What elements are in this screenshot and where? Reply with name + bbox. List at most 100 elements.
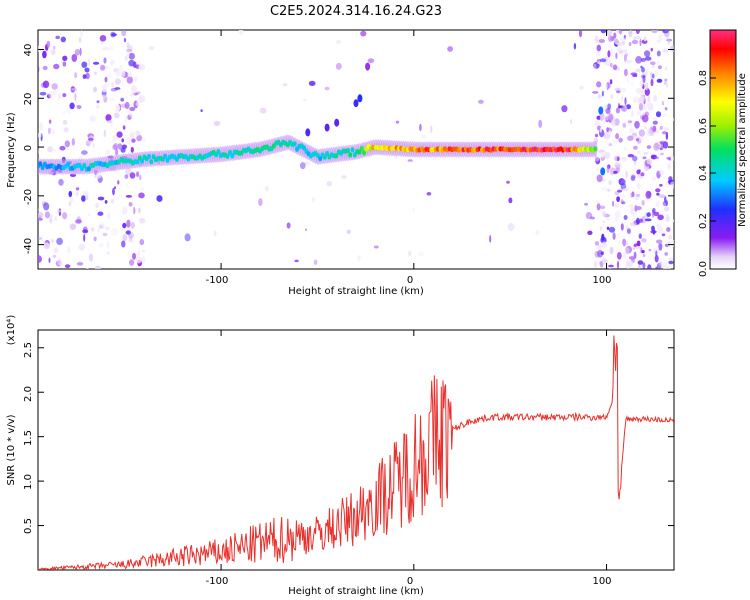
- noise-blob: [665, 181, 669, 188]
- noise-blob: [39, 122, 43, 131]
- snr-panel: -100 0 100 Height of straight line (km) …: [6, 315, 675, 597]
- noise-blob: [47, 146, 53, 153]
- noise-blob: [38, 206, 41, 213]
- noise-blob: [627, 154, 634, 158]
- noise-blob: [135, 130, 140, 137]
- noise-blob: [52, 45, 56, 50]
- noise-blob: [132, 252, 136, 260]
- noise-blob: [656, 153, 661, 158]
- noise-blob: [82, 229, 89, 234]
- noise-blob: [102, 46, 109, 51]
- noise-blob: [630, 192, 633, 198]
- noise-blob: [602, 220, 605, 224]
- noise-blob: [663, 127, 669, 132]
- noise-blob: [594, 35, 599, 44]
- noise-blob: [81, 150, 88, 155]
- noise-blob: [651, 254, 656, 259]
- noise-blob: [641, 200, 645, 206]
- noise-blob: [52, 89, 57, 95]
- noise-blob: [120, 97, 125, 102]
- noise-blob: [596, 81, 602, 88]
- noise-blob: [636, 150, 641, 155]
- noise-blob: [655, 188, 661, 193]
- noise-blob: [130, 221, 135, 229]
- noise-blob: [48, 91, 54, 99]
- noise-blob: [38, 65, 40, 73]
- noise-blob: [84, 67, 90, 73]
- noise-blob: [597, 243, 603, 250]
- ridge-point: [147, 153, 151, 160]
- noise-blob: [42, 80, 50, 89]
- noise-blob: [646, 145, 652, 149]
- noise-blob: [659, 194, 666, 199]
- noise-blob: [641, 250, 645, 254]
- spectrogram-y-tick-1: 40: [23, 44, 34, 57]
- noise-blob: [98, 243, 104, 247]
- noise-blob: [594, 156, 600, 162]
- noise-blob: [128, 201, 133, 207]
- noise-blob: [59, 262, 64, 269]
- noise-blob: [642, 156, 647, 160]
- noise-blob: [122, 206, 128, 213]
- noise-blob: [127, 139, 133, 146]
- noise-blob: [74, 100, 79, 104]
- noise-blob: [627, 135, 634, 141]
- ridge-point: [362, 150, 367, 156]
- colorbar-tick-1: 0.0: [698, 261, 709, 277]
- noise-blob: [635, 68, 642, 73]
- noise-blob: [640, 172, 645, 177]
- noise-blob: [313, 259, 318, 266]
- ridge-point: [357, 149, 362, 155]
- noise-blob: [596, 200, 600, 204]
- noise-blob: [60, 36, 66, 43]
- noise-blob: [601, 258, 608, 264]
- noise-blob: [106, 73, 112, 78]
- noise-blob: [134, 76, 138, 82]
- noise-blob: [626, 240, 629, 247]
- noise-blob: [656, 61, 659, 65]
- harmonic-blob: [357, 94, 363, 103]
- noise-blob: [665, 131, 669, 140]
- noise-blob: [636, 182, 641, 190]
- noise-blob: [104, 200, 108, 204]
- noise-blob: [97, 228, 100, 233]
- noise-blob: [618, 137, 623, 143]
- noise-blob: [305, 228, 307, 232]
- noise-blob: [360, 30, 367, 37]
- noise-blob: [646, 101, 652, 110]
- noise-blob: [121, 138, 124, 143]
- noise-blob: [90, 227, 95, 232]
- noise-blob: [653, 142, 660, 151]
- noise-blob: [135, 256, 142, 264]
- noise-blob: [96, 104, 100, 109]
- noise-blob: [665, 199, 668, 206]
- noise-blob: [599, 127, 602, 133]
- noise-blob: [610, 48, 614, 57]
- noise-blob: [62, 61, 67, 67]
- noise-blob: [213, 230, 217, 237]
- spectrogram-x-tick-3: 100: [592, 275, 611, 286]
- noise-blob: [624, 68, 628, 77]
- noise-blob: [304, 161, 310, 166]
- noise-blob: [93, 236, 97, 242]
- noise-blob: [489, 235, 492, 243]
- noise-blob: [121, 144, 127, 150]
- noise-blob: [652, 207, 656, 214]
- noise-blob: [112, 134, 117, 142]
- noise-blob: [83, 234, 86, 242]
- noise-blob: [645, 68, 649, 75]
- noise-blob: [645, 190, 652, 199]
- noise-blob: [71, 54, 78, 62]
- noise-blob: [122, 125, 126, 130]
- noise-blob: [602, 211, 606, 217]
- noise-blob: [139, 217, 146, 224]
- snr-ticks: [38, 330, 674, 570]
- noise-blob: [628, 204, 634, 208]
- noise-blob: [156, 195, 163, 202]
- noise-blob: [92, 61, 100, 65]
- noise-blob: [506, 180, 510, 184]
- noise-blob: [664, 78, 668, 82]
- ridge-point: [593, 146, 598, 152]
- noise-blob: [68, 200, 72, 207]
- noise-blob: [39, 91, 47, 96]
